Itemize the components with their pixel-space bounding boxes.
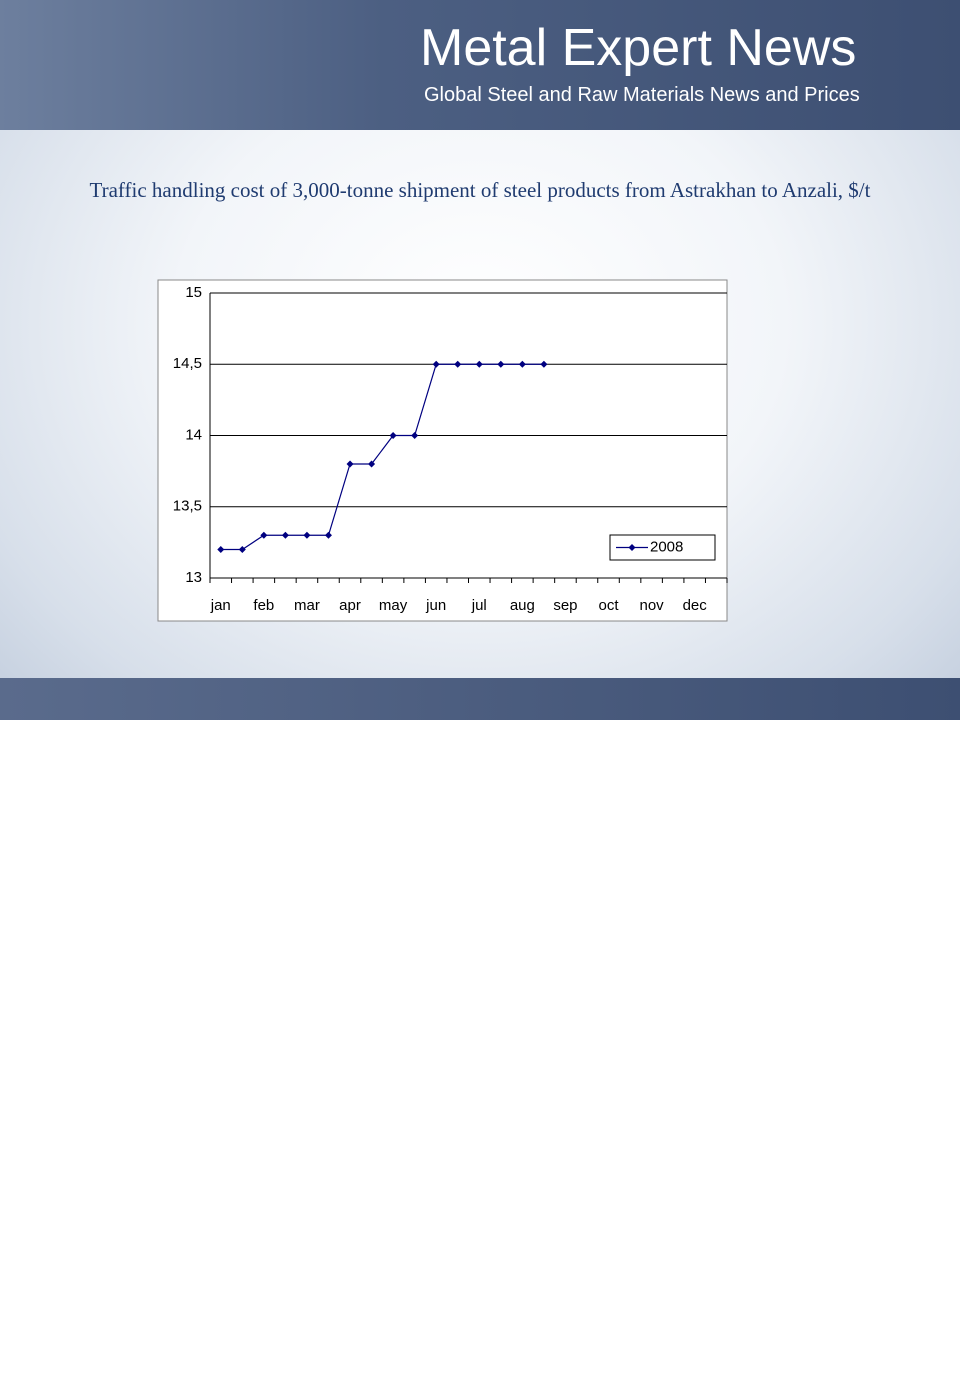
x-tick-label: feb [253,597,274,614]
point-marker [389,432,397,439]
point-marker [454,360,462,368]
footer: www.metalexpert-group.com [0,678,960,1395]
header-subtitle: Global Steel and Raw Materials News and … [424,84,860,106]
point-marker [324,531,332,539]
y-tick-label: 13 [185,569,202,586]
point-marker [432,360,440,368]
x-tick-label: nov [640,597,665,614]
header-title: Metal Expert News [420,19,857,77]
chart: 13 13,5 14 14,5 15 jan feb mar apr may jun jul aug se… [157,279,728,622]
x-tick-label: mar [294,597,320,614]
point-marker [260,531,268,539]
point-marker [303,531,311,539]
point-marker [518,360,526,368]
header: Metal Expert News Global Steel and Raw M… [0,0,960,130]
point-marker [346,460,354,468]
y-tick-label: 13,5 [173,498,202,515]
point-marker [540,360,548,368]
x-tick-label: jan [210,597,231,614]
point-marker [475,360,483,368]
chart-title: Traffic handling cost of 3,000-tonne shi… [89,178,871,202]
x-tick-label: aug [510,597,535,614]
x-tick-label: oct [599,597,620,614]
point-marker [411,432,419,439]
legend-label: 2008 [650,538,683,555]
point-marker [281,531,289,539]
y-tick-label: 14,5 [173,355,202,372]
page: Metal Expert News Global Steel and Raw M… [0,0,960,720]
point-marker [368,460,376,468]
footer-url: www.metalexpert-group.com [282,1358,701,1395]
x-tick-label: jul [471,597,487,614]
series-line [220,363,544,551]
legend-marker [628,544,636,551]
y-tick-label: 14 [185,426,202,443]
x-tick-label: sep [553,597,577,614]
point-marker [217,546,225,553]
y-tick-label: 15 [185,284,202,301]
x-tick-label: apr [339,597,361,614]
chart-area [157,279,728,622]
x-tick-label: may [379,597,408,614]
x-tick-label: jun [425,597,446,614]
point-marker [238,546,246,553]
point-marker [497,360,505,368]
x-tick-label: dec [683,597,708,614]
